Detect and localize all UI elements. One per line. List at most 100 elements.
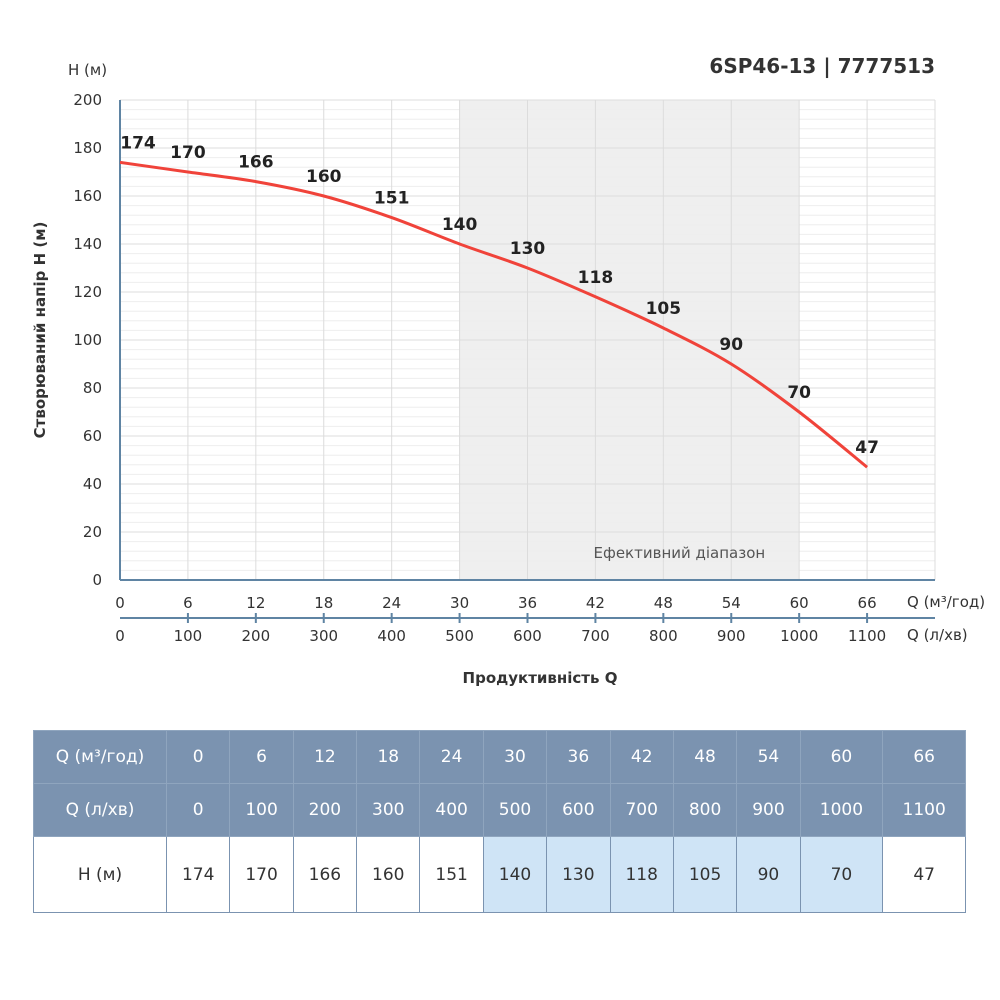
row-header: Q (л/хв) [33,783,167,837]
table-cell: 12 [292,730,358,784]
table-cell: 54 [736,730,801,784]
table-cell: 70 [799,836,884,913]
x2-tick-label: 500 [445,627,474,645]
table-cell: 100 [229,783,294,837]
x-tick-label: 60 [790,594,809,612]
table-cell: 200 [292,783,358,837]
table-cell: 300 [356,783,421,837]
table-row: H (м) 174 170 166 160 151 140 130 118 105 90 70 47 [33,836,966,913]
table-cell: 600 [546,783,611,837]
x2-tick-label: 1000 [780,627,818,645]
x-tick-label: 48 [654,594,673,612]
table-cell: 170 [229,836,294,913]
y-tick-label: 80 [83,379,102,397]
x-tick-label: 0 [115,594,125,612]
table-cell: 47 [882,836,966,913]
data-label: 174 [120,133,156,153]
data-label: 151 [374,189,410,209]
y-tick-label: 100 [73,331,102,349]
y-tick-label: 200 [73,91,102,109]
performance-table: Q (м³/год) 0 6 12 18 24 30 36 42 48 54 60 66 Q (л/хв)… [33,730,966,913]
x-axis-label: Продуктивність Q [463,669,618,687]
y-unit-label: H (м) [68,61,107,79]
x2-tick-label: 200 [242,627,271,645]
table-cell: 400 [419,783,484,837]
data-label: 70 [787,383,811,403]
x-tick-label: 66 [858,594,877,612]
data-label: 105 [646,299,682,319]
data-labels: 174 170 166 160 151 140 130 118 105 90 70 47 [120,133,879,458]
data-label: 170 [170,143,206,163]
chart-title: 6SP46-13 | 7777513 [709,54,935,78]
y-tick-label: 120 [73,283,102,301]
table-cell: 1100 [882,783,966,837]
x-tick-label: 6 [183,594,193,612]
table-cell: 18 [356,730,421,784]
table-cell: 900 [736,783,801,837]
table-cell: 800 [672,783,738,837]
row-header: H (м) [33,836,167,913]
x2-tick-label: 900 [717,627,746,645]
table-cell: 105 [672,836,738,913]
x2-tick-label: 0 [115,627,125,645]
table-cell: 0 [165,730,231,784]
head-curve [119,160,869,469]
table-cell: 6 [229,730,294,784]
table-cell: 700 [609,783,674,837]
x2-tick-label: 400 [377,627,406,645]
table-cell: 66 [882,730,966,784]
x-tick-label: 18 [314,594,333,612]
table-cell: 36 [546,730,611,784]
y-tick-label: 180 [73,139,102,157]
x-tick-label: 12 [246,594,265,612]
table-cell: 30 [482,730,548,784]
table-row: Q (л/хв) 0 100 200 300 400 500 600 700 800 900 1000… [33,783,966,837]
x-tick-label: 36 [518,594,537,612]
x-unit-label: Q (м³/год) [907,593,985,611]
x2-tick-label: 100 [174,627,203,645]
x-tick-label: 54 [722,594,741,612]
table-cell: 174 [165,836,231,913]
x2-unit-label: Q (л/хв) [907,626,968,644]
y-axis-label: Створюваний напір H (м) [31,222,49,439]
data-label: 90 [719,335,743,355]
table-cell: 160 [356,836,421,913]
table-cell: 130 [546,836,611,913]
table-cell: 24 [419,730,484,784]
x-tick-label: 30 [450,594,469,612]
y-tick-label: 140 [73,235,102,253]
table-cell: 151 [419,836,484,913]
grid [120,99,936,581]
table-row: Q (м³/год) 0 6 12 18 24 30 36 42 48 54 60 66 [33,730,966,784]
y-tick-label: 20 [83,523,102,541]
axes [119,100,935,623]
data-label: 130 [510,239,546,259]
y-tick-label: 40 [83,475,102,493]
x2-tick-label: 600 [513,627,542,645]
table-cell: 118 [609,836,674,913]
data-label: 166 [238,153,274,173]
data-label: 118 [578,268,614,288]
head-flow-chart: Ефективний діапазон 174 170 166 160 151 140 13… [31,54,985,687]
table-cell: 48 [672,730,738,784]
table-cell: 140 [482,836,548,913]
y-tick-label: 160 [73,187,102,205]
efficient-range-label: Ефективний діапазон [594,544,766,562]
y-tick-label: 0 [92,571,102,589]
table-cell: 42 [609,730,674,784]
y-tick-label: 60 [83,427,102,445]
data-label: 140 [442,215,478,235]
data-label: 160 [306,167,342,187]
table-cell: 500 [482,783,548,837]
tick-labels: 0204060801001201401601802000061001220018… [73,91,886,645]
x2-tick-label: 300 [309,627,338,645]
x-tick-label: 24 [382,594,401,612]
x2-tick-label: 800 [649,627,678,645]
x-tick-label: 42 [586,594,605,612]
table-cell: 0 [165,783,231,837]
x2-tick-label: 1100 [848,627,886,645]
table-cell: 90 [736,836,801,913]
table-cell: 1000 [799,783,884,837]
x2-tick-label: 700 [581,627,610,645]
row-header: Q (м³/год) [33,730,167,784]
